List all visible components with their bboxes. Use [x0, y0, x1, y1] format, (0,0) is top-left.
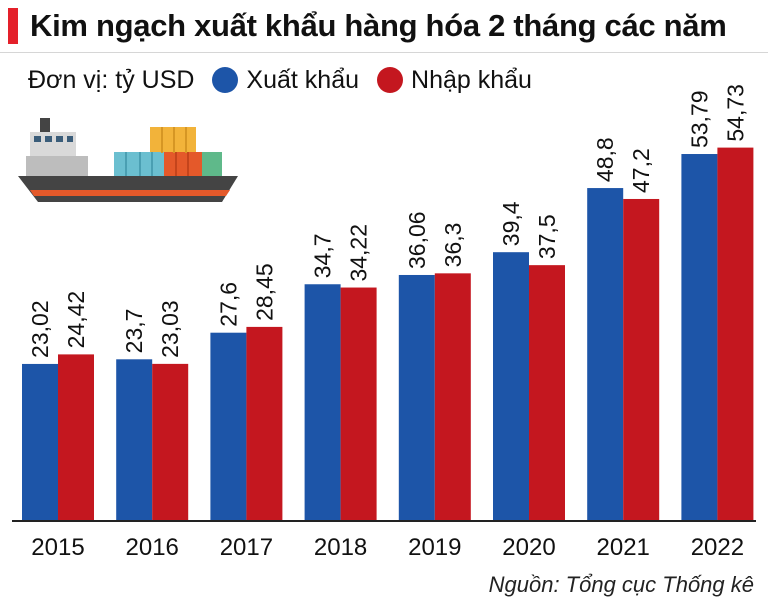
container-orange: [164, 152, 202, 176]
bar-import-2017: [246, 326, 283, 521]
x-tick-label-2015: 2015: [31, 534, 84, 561]
container-green: [202, 152, 222, 176]
bar-import-2021: [623, 198, 660, 522]
bar-export-2017: [210, 332, 247, 521]
source-note: Nguồn: Tổng cục Thống kê: [488, 572, 754, 597]
bar-export-2019: [398, 274, 435, 521]
unit-label: Đơn vị: tỷ USD: [28, 65, 195, 94]
legend-label-import: Nhập khẩu: [411, 65, 532, 94]
data-label-export-2019: 36,06: [404, 211, 430, 269]
data-label-export-2022: 53,79: [686, 90, 712, 148]
data-label-export-2020: 39,4: [498, 201, 524, 246]
x-tick-label-2018: 2018: [314, 534, 367, 561]
ship-mast: [40, 118, 50, 132]
x-tick-label-2021: 2021: [597, 534, 650, 561]
data-label-export-2016: 23,7: [121, 309, 147, 354]
legend-swatch-export: [212, 67, 239, 93]
bar-export-2018: [304, 284, 341, 521]
x-tick-label-2016: 2016: [126, 534, 179, 561]
legend-swatch-import: [377, 67, 404, 93]
title-accent-bar: [8, 8, 18, 44]
legend: Đơn vị: tỷ USD Xuất khẩu Nhập khẩu: [28, 62, 532, 98]
legend-label-export: Xuất khẩu: [246, 65, 360, 94]
data-label-export-2017: 27,6: [215, 282, 241, 327]
x-tick-label-2020: 2020: [502, 534, 555, 561]
data-label-import-2017: 28,45: [251, 263, 277, 321]
data-label-export-2015: 23,02: [27, 300, 53, 358]
ship-deckhouse: [26, 156, 88, 176]
bar-export-2015: [22, 363, 58, 521]
data-label-export-2018: 34,7: [310, 233, 336, 278]
chart-title: Kim ngạch xuất khẩu hàng hóa 2 tháng các…: [30, 8, 727, 43]
bar-import-2015: [58, 354, 94, 521]
bar-import-2022: [717, 147, 754, 521]
ship-cabin: [30, 132, 76, 156]
bar-export-2022: [681, 154, 718, 522]
data-label-import-2016: 23,03: [157, 300, 183, 358]
data-label-import-2015: 24,42: [63, 291, 89, 349]
x-tick-label-2017: 2017: [220, 534, 273, 561]
data-label-import-2020: 37,5: [534, 214, 560, 259]
bar-import-2020: [529, 265, 565, 521]
data-label-import-2022: 54,73: [722, 84, 748, 142]
data-label-import-2021: 47,2: [628, 148, 654, 193]
bar-export-2016: [116, 359, 153, 521]
title-divider: [0, 52, 768, 53]
bar-import-2018: [340, 287, 377, 521]
ship-hull-stripe: [30, 190, 230, 196]
title-bar: Kim ngạch xuất khẩu hàng hóa 2 tháng các…: [0, 0, 768, 52]
bar-export-2020: [493, 252, 529, 522]
cargo-ship-icon: [18, 118, 238, 202]
bar-export-2021: [587, 188, 624, 522]
data-label-import-2019: 36,3: [440, 223, 466, 268]
bar-import-2019: [434, 273, 471, 521]
x-tick-label-2022: 2022: [691, 534, 744, 561]
data-label-import-2018: 34,22: [346, 224, 372, 282]
ship-hull: [18, 176, 238, 202]
x-tick-label-2019: 2019: [408, 534, 461, 561]
data-label-export-2021: 48,8: [592, 137, 618, 182]
bar-import-2016: [152, 363, 189, 521]
